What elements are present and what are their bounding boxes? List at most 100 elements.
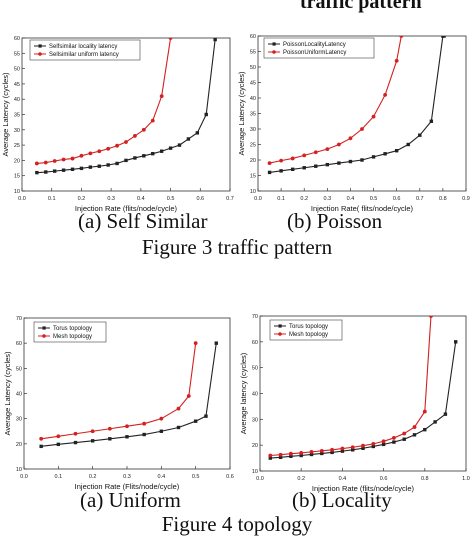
data-point: [289, 451, 293, 456]
data-point: [79, 153, 84, 158]
data-point: [168, 38, 173, 40]
x-tick-label: 0.4: [339, 476, 347, 482]
data-point: [319, 448, 324, 453]
y-tick-label: 45: [250, 81, 256, 87]
legend: PoissonLocalityLatency PoissonUniformLate…: [263, 37, 375, 59]
data-point: [150, 118, 155, 123]
y-tick-label: 60: [14, 36, 20, 42]
data-point: [133, 134, 137, 138]
data-point: [35, 170, 39, 175]
data-point: [418, 133, 422, 137]
data-point: [213, 38, 217, 42]
data-point: [267, 170, 272, 175]
chart-locality: 0.0 0.2 0.4 0.6 0.8 1.0 10 20 30 40 50 60 70 Injectio…: [239, 304, 474, 493]
data-point: [371, 114, 376, 119]
legend: Selfsimilar locality latency Sellsimilar …: [29, 39, 141, 61]
data-point: [360, 127, 364, 131]
data-point: [106, 163, 110, 167]
data-point: [204, 414, 208, 418]
y-tick-label: 20: [16, 442, 22, 448]
legend-label: Selfsimilar locality latency: [49, 44, 117, 50]
x-tick-label: 0.1: [55, 474, 63, 480]
data-point: [56, 442, 61, 447]
y-tick-label: 60: [250, 34, 256, 40]
data-point: [371, 444, 375, 449]
plot-frame: [21, 37, 231, 192]
data-point: [361, 446, 365, 450]
legend-label: Mesh topology: [53, 334, 92, 340]
data-point: [115, 143, 119, 148]
legend-marker: [38, 52, 42, 56]
data-point: [309, 452, 314, 457]
y-tick-label: 10: [16, 467, 22, 473]
data-point: [348, 159, 353, 164]
data-point: [108, 437, 112, 441]
x-axis-label: Injection Rate (flits/node/cycle): [75, 204, 178, 213]
data-point: [43, 160, 48, 165]
series-group: [34, 38, 217, 175]
y-axis-label: Average Latency (cycles): [3, 351, 12, 436]
y-tick-label: 30: [252, 417, 258, 423]
x-tick-label: 0.2: [300, 196, 308, 202]
data-point: [79, 166, 84, 171]
y-tick-label: 30: [14, 128, 20, 134]
data-point: [422, 409, 427, 414]
data-point: [290, 167, 295, 171]
data-point: [412, 433, 417, 437]
data-point: [56, 434, 61, 439]
subcaption-locality: (b) Locality: [292, 488, 392, 512]
series-group: [267, 36, 446, 175]
x-axis-label: Injection Rate (Flits/node/cycle): [75, 482, 180, 491]
y-tick-label: 30: [250, 127, 256, 133]
y-tick-label: 45: [14, 82, 20, 88]
y-tick-label: 20: [14, 158, 20, 164]
legend-marker: [38, 44, 42, 48]
x-tick-label: 0.7: [226, 196, 234, 202]
data-point: [73, 440, 78, 445]
y-tick-label: 30: [16, 417, 22, 423]
data-point: [195, 131, 200, 135]
data-point: [433, 420, 437, 424]
data-point: [361, 443, 365, 448]
y-tick-label: 40: [14, 97, 20, 103]
plot-frame: [257, 35, 467, 192]
data-point: [299, 451, 304, 455]
data-point: [125, 435, 129, 439]
data-point: [429, 316, 433, 318]
data-point: [267, 161, 272, 166]
chart-self-similar: 0.0 0.1 0.2 0.3 0.4 0.5 0.6 0.7 10 15 20 25 30 35 40 45…: [0, 26, 236, 213]
data-point: [340, 446, 345, 451]
data-point: [125, 424, 129, 429]
legend-label: PoissonLocalityLatency: [283, 42, 346, 48]
x-tick-label: 0.5: [167, 196, 175, 202]
data-point: [70, 156, 75, 161]
x-tick-label: 0.4: [137, 196, 145, 202]
data-point: [320, 451, 324, 456]
data-point: [279, 169, 283, 173]
data-point: [176, 406, 181, 411]
x-tick-label: 0.1: [48, 196, 56, 202]
legend-marker: [278, 324, 282, 328]
y-axis-label: Average Latency (cycles): [237, 71, 246, 156]
data-point: [325, 147, 330, 152]
x-tick-label: 0.6: [380, 476, 388, 482]
y-axis-label: Average latency (cycles): [239, 352, 248, 434]
data-point: [159, 149, 164, 153]
data-point: [107, 426, 112, 431]
data-point: [351, 448, 355, 452]
x-tick-label: 0.8: [421, 476, 429, 482]
x-tick-label: 0.2: [89, 474, 97, 480]
data-point: [39, 444, 43, 449]
y-tick-label: 10: [252, 469, 258, 475]
x-tick-label: 0.2: [78, 196, 86, 202]
y-tick-label: 20: [252, 443, 258, 449]
data-point: [268, 456, 272, 460]
legend-label: Torus topology: [53, 326, 92, 332]
y-tick-label: 50: [14, 67, 20, 73]
x-axis-label: Injection Rate( flits/node/cycle): [311, 204, 414, 213]
data-point: [90, 429, 95, 434]
data-point: [309, 449, 314, 454]
data-point: [177, 143, 182, 147]
data-point: [159, 94, 164, 99]
series-line: [41, 343, 217, 447]
